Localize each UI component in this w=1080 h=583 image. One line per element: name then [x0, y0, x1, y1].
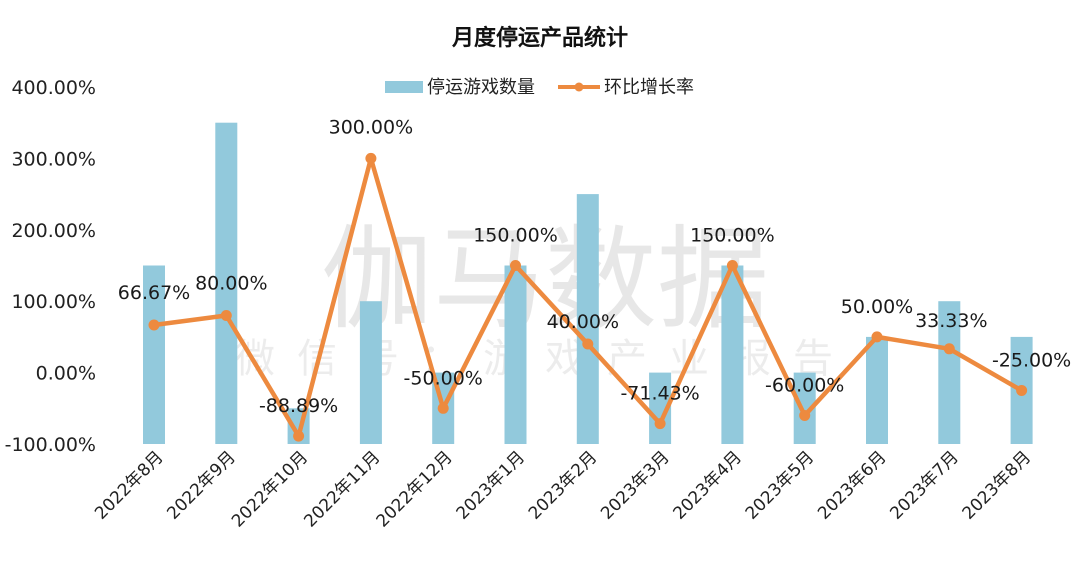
x-tick-label: 2022年9月	[163, 447, 239, 523]
data-label: 50.00%	[841, 296, 913, 318]
y-axis: 400.00% 300.00% 200.00% 100.00% 0.00% -100.00…	[5, 77, 96, 456]
line-marker	[726, 260, 738, 271]
data-label: 300.00%	[329, 116, 414, 138]
data-label: -50.00%	[404, 367, 483, 389]
data-label: -25.00%	[992, 349, 1071, 371]
x-tick-label: 2022年8月	[91, 447, 167, 523]
bar-2023年6月	[866, 336, 888, 444]
legend-marker-icon	[574, 82, 584, 92]
x-tick-label: 2023年6月	[814, 447, 890, 523]
x-tick-label: 2022年12月	[373, 447, 457, 531]
line-marker	[654, 418, 666, 430]
x-tick-label: 2023年5月	[742, 447, 818, 523]
x-tick-label: 2023年4月	[670, 447, 746, 523]
data-label: -71.43%	[620, 383, 699, 405]
x-tick-label: 2023年2月	[525, 447, 601, 523]
data-label: 33.33%	[915, 310, 987, 332]
data-label: -88.89%	[259, 395, 338, 417]
x-tick-label: 2023年3月	[597, 447, 673, 523]
data-label: 150.00%	[473, 225, 558, 247]
bar-2022年9月	[215, 122, 238, 444]
line-series	[148, 152, 1028, 442]
line-marker	[1016, 384, 1028, 396]
line-marker	[365, 152, 377, 164]
legend: 停运游戏数量 环比增长率	[385, 77, 694, 98]
legend-label-count: 停运游戏数量	[427, 77, 535, 98]
watermark-sub: 微信号：游戏产业报告	[235, 336, 855, 382]
bar-2022年8月	[143, 265, 165, 444]
data-label: -60.00%	[765, 374, 844, 396]
line-marker	[871, 331, 883, 343]
x-tick-label: 2023年1月	[453, 447, 529, 523]
bar-2023年5月	[793, 372, 816, 444]
bar-2023年3月	[649, 372, 672, 444]
bar-2022年11月	[359, 301, 382, 444]
line-marker	[510, 260, 521, 271]
line-marker	[148, 319, 160, 331]
line-marker	[437, 402, 449, 414]
line-marker	[220, 309, 232, 321]
data-label: 66.67%	[118, 282, 190, 304]
line-marker	[799, 409, 811, 421]
legend-label-growth: 环比增长率	[604, 77, 694, 98]
bar-2023年1月	[504, 265, 527, 444]
x-tick-label: 2022年10月	[228, 447, 312, 531]
x-tick-label: 2023年7月	[886, 447, 962, 523]
data-labels: 66.67% 80.00% -88.89% 300.00% -50.00% 150.00%…	[118, 116, 1071, 417]
data-label: 40.00%	[547, 311, 619, 333]
bar-2023年2月	[576, 194, 599, 444]
x-tick-label: 2022年11月	[300, 447, 384, 531]
x-axis: 2022年8月2022年9月2022年10月2022年11月2022年12月20…	[91, 447, 1035, 531]
data-label: 150.00%	[690, 225, 775, 247]
chart-title: 月度停运产品统计	[451, 25, 628, 51]
y-tick-label: 200.00%	[11, 220, 96, 242]
y-tick-label: 100.00%	[11, 291, 96, 313]
line-marker	[293, 430, 305, 442]
line-marker	[582, 338, 594, 350]
y-tick-label: 300.00%	[11, 148, 96, 170]
y-tick-label: -100.00%	[5, 434, 96, 456]
data-label: 80.00%	[195, 272, 267, 294]
line-marker	[943, 343, 955, 355]
bar-2023年4月	[721, 265, 744, 444]
legend-bar-swatch	[385, 81, 423, 93]
y-tick-label: 400.00%	[11, 77, 96, 99]
y-tick-label: 0.00%	[36, 363, 96, 385]
x-tick-label: 2023年8月	[959, 447, 1035, 523]
bar-2023年7月	[938, 301, 961, 444]
